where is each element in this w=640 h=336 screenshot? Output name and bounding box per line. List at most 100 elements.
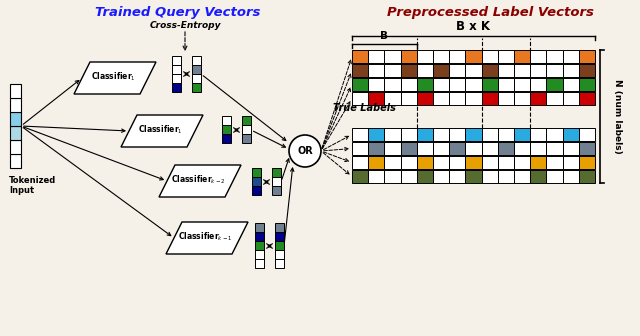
Bar [579,92,595,105]
Bar [385,156,401,169]
Bar [368,142,385,155]
Bar [563,170,579,183]
Text: Tokenized
Input: Tokenized Input [9,176,56,196]
Bar [449,142,465,155]
Bar [10,140,21,154]
Bar [368,64,385,77]
Bar [449,50,465,63]
Bar [255,241,264,250]
Bar [275,232,284,241]
Bar [433,142,449,155]
Bar [563,128,579,141]
Bar [368,92,385,105]
Bar [252,186,261,195]
Polygon shape [74,62,156,94]
Bar [385,170,401,183]
Bar [417,156,433,169]
Text: True Labels: True Labels [333,103,396,113]
Bar [530,50,547,63]
Bar [514,156,530,169]
Bar [433,128,449,141]
Bar [275,250,284,259]
Bar [10,154,21,168]
Bar [352,78,368,91]
Polygon shape [121,115,203,147]
Bar [192,83,201,92]
Bar [547,92,563,105]
Bar [498,128,514,141]
Bar [255,259,264,268]
Bar [352,92,368,105]
Bar [498,142,514,155]
Bar [275,223,284,232]
Bar [417,128,433,141]
Bar [368,78,385,91]
Bar [547,128,563,141]
Bar [433,156,449,169]
Bar [401,50,417,63]
Bar [385,92,401,105]
Bar [275,241,284,250]
Bar [514,170,530,183]
Polygon shape [159,165,241,197]
Bar [401,64,417,77]
Bar [368,50,385,63]
Bar [272,168,281,177]
Bar [482,64,498,77]
Bar [242,125,251,134]
Bar [385,64,401,77]
Text: Trained Query Vectors: Trained Query Vectors [95,6,260,19]
Bar [579,64,595,77]
Bar [255,232,264,241]
Text: Classifier$_1$: Classifier$_1$ [91,71,136,83]
Bar [563,142,579,155]
Bar [498,64,514,77]
Bar [417,170,433,183]
Bar [352,156,368,169]
Bar [352,50,368,63]
Bar [579,142,595,155]
Bar [352,64,368,77]
Bar [449,170,465,183]
Bar [482,78,498,91]
Text: Classifier$_1$: Classifier$_1$ [138,124,182,136]
Bar [172,56,181,65]
Bar [465,64,481,77]
Bar [514,64,530,77]
Bar [10,126,21,140]
Bar [482,50,498,63]
Bar [10,112,21,126]
Bar [530,156,547,169]
Bar [433,170,449,183]
Bar [272,177,281,186]
Text: N (num labels): N (num labels) [614,79,623,154]
Bar [530,92,547,105]
Bar [401,78,417,91]
Bar [498,92,514,105]
Bar [530,170,547,183]
Bar [514,92,530,105]
Bar [417,50,433,63]
Bar [417,92,433,105]
Text: B: B [380,31,388,41]
Bar [498,156,514,169]
Bar [498,170,514,183]
Bar [401,128,417,141]
Bar [192,74,201,83]
Bar [417,142,433,155]
Bar [222,125,231,134]
Bar [252,177,261,186]
Bar [401,142,417,155]
Bar [563,92,579,105]
Polygon shape [166,222,248,254]
Bar [530,78,547,91]
Bar [482,128,498,141]
Bar [401,156,417,169]
Bar [482,170,498,183]
Bar [465,92,481,105]
Bar [498,50,514,63]
Bar [417,78,433,91]
Bar [547,156,563,169]
Bar [449,64,465,77]
Bar [255,250,264,259]
